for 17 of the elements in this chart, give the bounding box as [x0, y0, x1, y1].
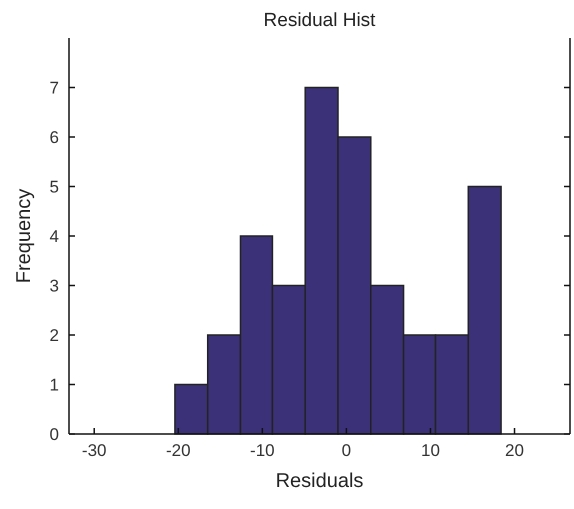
x-tick-label: 20 [505, 441, 524, 460]
x-tick-label: -20 [166, 441, 191, 460]
y-tick-label: 1 [50, 376, 59, 394]
x-tick-label: -10 [250, 441, 275, 460]
y-tick-label: 7 [50, 78, 59, 98]
x-tick-label: 10 [421, 441, 440, 460]
y-tick-label: 3 [50, 276, 59, 296]
x-tick-label: -30 [82, 441, 107, 460]
y-tick-label: 5 [50, 178, 59, 196]
y-tick-label: 2 [50, 326, 59, 345]
y-tick-label: 6 [50, 128, 59, 147]
x-tick-label: 0 [342, 441, 352, 460]
y-axis-title: Frequency [13, 188, 35, 284]
y-tick-label: 4 [50, 227, 59, 246]
y-tick-label: 0 [50, 425, 59, 444]
x-axis-title: Residuals [276, 470, 364, 492]
chart-title: Residual Hist [264, 10, 376, 31]
